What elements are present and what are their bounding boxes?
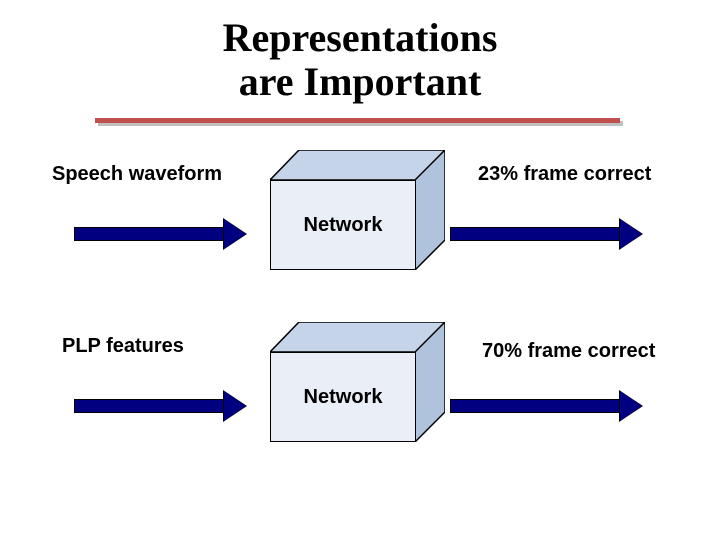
box-label-2: Network: [304, 386, 383, 409]
title-line-2: are Important: [239, 59, 482, 104]
arrow-shaft: [74, 399, 224, 413]
arrow-head: [224, 391, 246, 421]
divider-line: [95, 118, 620, 123]
network-box-2: Network: [270, 322, 445, 442]
arrow-out-2: [450, 397, 646, 415]
input-label-2: PLP features: [62, 335, 184, 358]
arrow-out-1: [450, 225, 646, 243]
arrow-head: [620, 391, 642, 421]
box-side-face: [415, 322, 445, 442]
arrow-head: [620, 219, 642, 249]
arrow-head: [224, 219, 246, 249]
arrow-shaft: [450, 399, 620, 413]
box-side-face: [415, 150, 445, 270]
output-label-1: 23% frame correct: [478, 163, 651, 186]
arrow-shaft: [450, 227, 620, 241]
title-line-1: Representations: [223, 15, 498, 60]
output-label-2: 70% frame correct: [482, 340, 655, 363]
network-box-1: Network: [270, 150, 445, 270]
arrow-shaft: [74, 227, 224, 241]
box-front-face: Network: [270, 180, 416, 270]
box-label-1: Network: [304, 214, 383, 237]
arrow-in-2: [74, 397, 250, 415]
slide-title: Representations are Important: [0, 16, 720, 104]
box-front-face: Network: [270, 352, 416, 442]
arrow-in-1: [74, 225, 250, 243]
input-label-1: Speech waveform: [52, 163, 222, 186]
